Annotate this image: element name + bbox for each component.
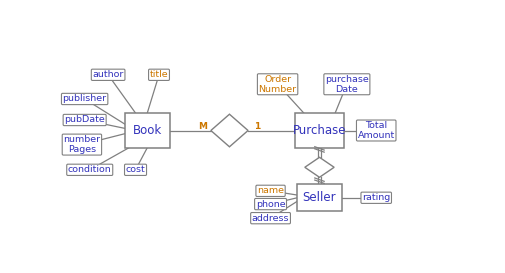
Text: address: address: [252, 214, 289, 223]
Text: Order
Number: Order Number: [259, 75, 296, 94]
Text: author: author: [92, 70, 124, 79]
Text: 1: 1: [254, 122, 260, 131]
Text: title: title: [149, 70, 168, 79]
Text: cost: cost: [126, 165, 145, 174]
Text: phone: phone: [256, 200, 285, 209]
Text: name: name: [257, 186, 284, 195]
Text: rating: rating: [362, 193, 390, 202]
Text: purchase
Date: purchase Date: [325, 75, 369, 94]
Text: Purchase: Purchase: [293, 124, 346, 137]
FancyBboxPatch shape: [295, 113, 344, 148]
FancyBboxPatch shape: [297, 184, 342, 211]
Text: Seller: Seller: [302, 191, 336, 204]
Text: publisher: publisher: [63, 94, 107, 103]
Text: Book: Book: [133, 124, 162, 137]
Text: number
Pages: number Pages: [63, 135, 100, 154]
Text: pubDate: pubDate: [64, 115, 105, 124]
Text: Total
Amount: Total Amount: [358, 121, 395, 140]
FancyBboxPatch shape: [125, 113, 170, 148]
Text: condition: condition: [68, 165, 112, 174]
Polygon shape: [305, 157, 334, 177]
Text: M: M: [198, 122, 207, 131]
Polygon shape: [211, 114, 248, 147]
